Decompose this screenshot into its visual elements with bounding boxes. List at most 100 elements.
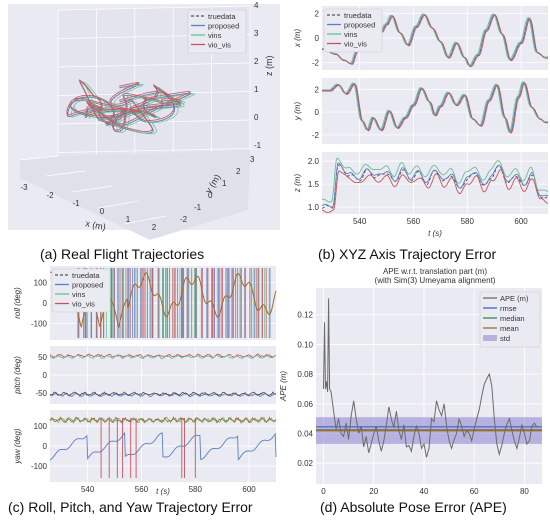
panel-c-subplot-2: 50 0 -50 pitch (deg)	[13, 346, 277, 404]
panel-d-subtitle: (with Sim(3) Umeyama alignment)	[375, 276, 496, 285]
panel-d-legend-box	[479, 291, 541, 348]
panel-a-ytick: 1	[222, 179, 227, 188]
panel-b-subplot-1-ytick: 2	[315, 9, 320, 18]
panel-d-ytick: 0.04	[297, 430, 313, 439]
panel-b-subplot-2-ylabel: y (m)	[293, 102, 302, 122]
panel-a-xtick: 0	[100, 207, 105, 216]
panel-b-subplot-3-xtick: 580	[461, 217, 475, 226]
caption-c: (c) Roll, Pitch, and Yaw Trajectory Erro…	[8, 499, 253, 515]
panel-b-subplot-3-ytick: 1.0	[308, 203, 320, 212]
panel-a-gridline	[123, 215, 167, 225]
panel-c-subplot-3-ytick: -100	[31, 462, 48, 471]
panel-d-ytick: 0.02	[297, 459, 313, 468]
panel-a-gridline	[97, 200, 140, 209]
panel-c-subplot-3-ytick: 100	[34, 422, 48, 431]
panel-c-subplot-1-ytick: -100	[31, 320, 48, 329]
panel-d-legend-label: rmse	[500, 304, 517, 313]
panel-d-ylabel: APE (m)	[279, 371, 288, 403]
panel-a-gridline	[57, 62, 251, 68]
panel-b-subplot-2-ytick: 2	[315, 85, 320, 94]
panel-d-xtick: 80	[520, 487, 529, 496]
panel-b-legend-box	[323, 8, 383, 53]
panel-b-xlabel: t (s)	[428, 229, 442, 238]
panel-c-subplot-1-ytick: 0	[43, 299, 48, 308]
panel-a-legend-label: truedata	[208, 12, 236, 21]
panel-d-ytick: 0.10	[297, 340, 313, 349]
panel-a-grid	[19, 5, 251, 241]
panel-d-title: APE w.r.t. translation part (m)	[383, 267, 487, 276]
panel-a-ztick: -1	[254, 141, 262, 150]
panel-b-legend-label: vio_vis	[344, 39, 367, 48]
panel-c-legend-label: proposed	[72, 280, 103, 289]
panel-a-ztick: 2	[254, 57, 259, 66]
panel-d-legend-label: std	[500, 334, 510, 343]
panel-d-xtick: 0	[321, 487, 326, 496]
panel-a-legend-label: proposed	[208, 21, 239, 30]
panel-a-gridline	[57, 5, 251, 11]
panel-c-legend-label: vio_vis	[72, 299, 95, 308]
panel-a-legend-label: vio_vis	[208, 40, 231, 49]
panel-c-legend-label: truedata	[72, 271, 100, 280]
panel-a-trajectory-vio_vis	[66, 79, 191, 132]
panel-a-gridline	[57, 148, 251, 153]
panel-b-subplot-3-ytick: 1.5	[308, 180, 320, 189]
panel-c-subplot-1-ylabel: roll (deg)	[13, 287, 22, 319]
panel-b-subplot-2: 2 0 -2 y (m)	[293, 78, 548, 144]
panel-b-subplot-3-line-vins	[321, 157, 549, 203]
panel-d-legend-label: mean	[500, 324, 519, 333]
panel-d-ape-line	[323, 298, 538, 458]
panel-b-subplot-2-ytick: -2	[312, 131, 320, 140]
panel-b-subplot-3-xtick: 600	[514, 217, 528, 226]
panel-c-subplot-2-line	[49, 353, 277, 359]
panel-a-xlabel: x (m)	[85, 218, 107, 232]
panel-b-legend-label: truedata	[344, 11, 372, 20]
panel-b-subplot-1-ytick: 0	[315, 34, 320, 43]
panel-c-xlabel: t (s)	[156, 487, 170, 496]
panel-b-legend-label: proposed	[344, 20, 375, 29]
panel-a-ytick: -1	[194, 203, 202, 212]
panel-d-ytick: 0.06	[297, 400, 313, 409]
panel-a-gridline	[19, 155, 59, 161]
panel-d-ytick: 0.12	[297, 311, 313, 320]
panel-a-xtick: -3	[20, 183, 28, 192]
panel-a-gridline	[149, 230, 194, 241]
panel-c-subplot-2-line	[49, 391, 277, 397]
panel-d-legend-label: median	[500, 314, 525, 323]
panel-d-legend-swatch	[483, 335, 497, 341]
panel-d-xtick: 40	[420, 487, 429, 496]
caption-a: (a) Real Flight Trajectories	[40, 246, 205, 262]
panel-c-rpy-error: 100 0 -100 roll (deg) truedataproposedvinsvi…	[13, 266, 277, 496]
panel-a-ytick: 0	[208, 191, 213, 200]
panel-d-ape: APE w.r.t. translation part (m)(with Sim…	[279, 267, 542, 496]
panel-a-ztick: 0	[254, 113, 259, 122]
panel-c-subplot-2-ytick: 0	[43, 371, 48, 380]
panel-d-xtick: 60	[470, 487, 479, 496]
panel-a-gridline	[45, 170, 86, 177]
panel-c-subplot-3-xtick: 580	[189, 485, 203, 494]
panel-b-subplot-3-xtick: 540	[353, 217, 367, 226]
panel-c-subplot-3-xtick: 540	[81, 485, 95, 494]
panel-b-subplot-2-line-vins	[322, 81, 548, 133]
panel-b-subplot-3-xtick: 560	[407, 217, 421, 226]
panel-c-subplot-3-xtick: 560	[135, 485, 149, 494]
panel-c-subplot-1: 100 0 -100 roll (deg) truedataproposedvinsvi…	[13, 266, 277, 340]
panel-b-subplot-1-ytick: -2	[312, 59, 320, 68]
panel-c-subplot-3-line-proposed	[49, 431, 277, 461]
panel-d-ytick: 0.08	[297, 370, 313, 379]
panel-a-xtick: -1	[72, 199, 80, 208]
panel-c-subplot-3-ytick: 0	[43, 442, 48, 451]
panel-a-ztick: 1	[254, 85, 259, 94]
panel-d-legend-label: APE (m)	[500, 294, 529, 303]
panel-b-subplot-3-line-vio_vis	[321, 169, 549, 214]
panel-a-xtick: -2	[46, 191, 54, 200]
panel-d-xtick: 20	[369, 487, 378, 496]
panel-c-subplot-2-line	[49, 392, 277, 398]
panel-c-subplot-3-xtick: 600	[242, 485, 256, 494]
panel-b-subplot-2-line-vio_vis	[322, 82, 548, 134]
panel-a-ytick: 2	[236, 167, 241, 176]
panel-a-trajectories	[66, 79, 195, 135]
panel-a-xtick: 2	[152, 223, 157, 232]
